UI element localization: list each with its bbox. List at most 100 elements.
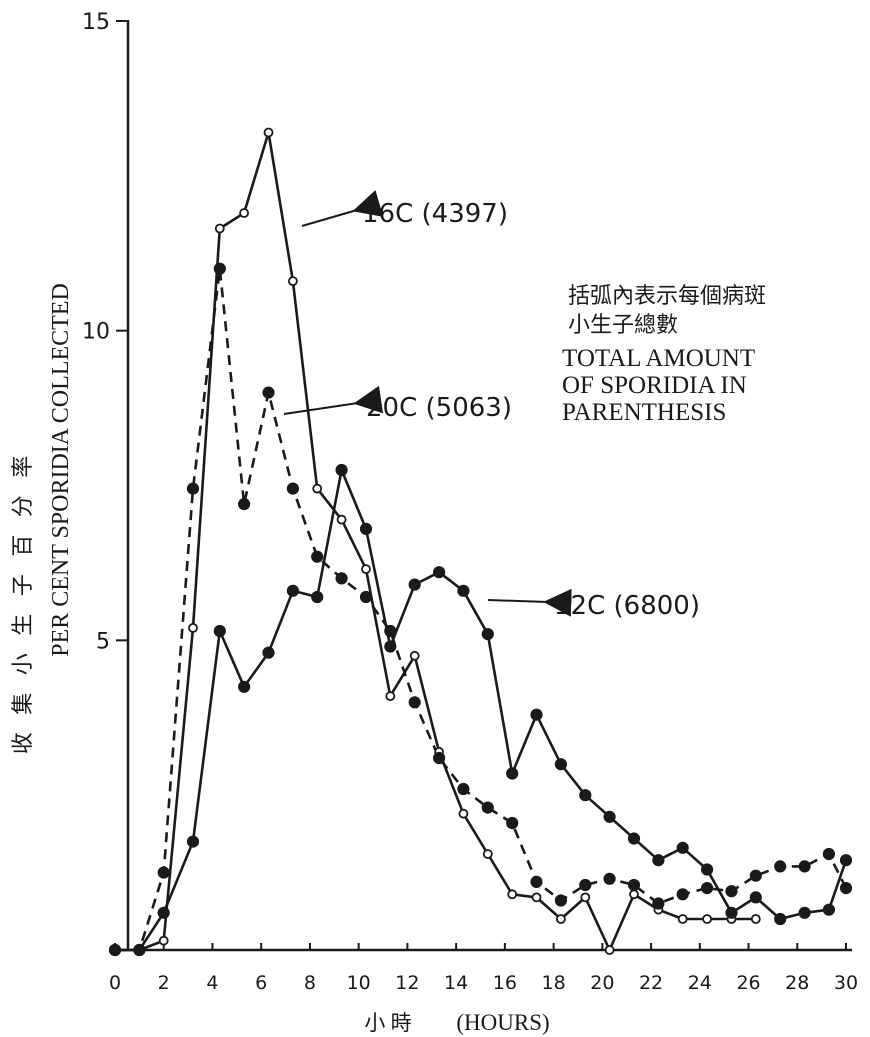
x-tick-label: 12 [395, 972, 419, 994]
data-point [839, 854, 853, 867]
data-point [359, 590, 373, 604]
data-point [798, 906, 811, 919]
arrow-20c [283, 385, 384, 415]
arrow-16c [301, 190, 384, 227]
data-point [506, 816, 519, 830]
data-point [652, 854, 665, 867]
x-tick-label: 6 [255, 972, 267, 994]
data-point [213, 624, 226, 638]
data-point [238, 497, 251, 511]
x-tick-label: 18 [542, 972, 566, 994]
data-point [186, 835, 200, 848]
data-point [361, 564, 371, 574]
data-point [554, 758, 568, 771]
data-point [676, 841, 689, 854]
label-20c: 20C (5063) [366, 393, 512, 423]
data-point [214, 223, 225, 234]
y-tick-label: 10 [82, 320, 110, 345]
series-line [115, 468, 848, 952]
note-line3: PARENTHESIS [562, 399, 726, 426]
data-point [531, 892, 542, 903]
data-point [408, 696, 421, 709]
data-point [700, 863, 714, 876]
x-tick-label: 20 [590, 972, 614, 994]
data-point [262, 386, 275, 399]
data-point [579, 789, 592, 802]
x-tick-label: 30 [834, 972, 858, 994]
note-cn-line2: 小生子總數 [568, 312, 678, 337]
data-point [359, 522, 373, 536]
data-point [677, 914, 688, 924]
data-point [725, 906, 738, 919]
data-point [627, 832, 641, 845]
data-point [457, 584, 470, 597]
series-layer [108, 127, 853, 957]
data-point [312, 483, 323, 494]
x-tick-label: 16 [493, 972, 517, 994]
x-tick-label: 26 [736, 972, 760, 994]
x-tick-label: 22 [639, 972, 663, 994]
data-point [603, 810, 616, 823]
data-point [457, 782, 470, 796]
x-axis-label-cn: 小 時 [364, 1011, 411, 1035]
data-point [311, 550, 324, 563]
arrow-12c [487, 588, 572, 617]
note-line1: TOTAL AMOUNT [562, 345, 755, 372]
y-tick-label: 5 [96, 629, 110, 654]
data-point [774, 860, 787, 873]
y-ticks: 5 10 15 [82, 10, 128, 654]
x-tick-label: 10 [347, 972, 371, 994]
x-tick-label: 24 [688, 972, 712, 994]
data-point [579, 878, 592, 892]
y-tick-label: 15 [82, 10, 110, 35]
x-tick-label: 0 [109, 972, 121, 994]
x-tick-label: 2 [158, 972, 170, 994]
data-point [702, 914, 712, 924]
data-point [556, 914, 566, 924]
data-point [554, 894, 568, 907]
data-point [239, 208, 250, 218]
label-12c: 12C (6800) [554, 591, 700, 621]
data-point [750, 914, 761, 924]
data-point [627, 878, 641, 892]
data-point [458, 808, 469, 819]
data-point [749, 891, 762, 904]
data-point [409, 650, 420, 661]
data-point [263, 127, 274, 138]
data-point [432, 751, 446, 765]
data-point [286, 482, 299, 495]
data-point [839, 881, 853, 895]
data-point [700, 881, 714, 895]
series-line [115, 131, 756, 952]
data-point [530, 875, 543, 889]
note-line2: OF SPORIDIA IN [562, 372, 747, 399]
data-point [676, 888, 689, 901]
data-point [384, 624, 397, 638]
data-point [384, 640, 397, 653]
data-point [481, 627, 494, 641]
data-point [157, 906, 170, 919]
y-axis-label-cn: 收 集 小 生 子 百 分 率 [10, 450, 35, 755]
data-point [798, 860, 811, 873]
data-point [213, 262, 226, 275]
data-point [335, 572, 348, 585]
data-point [188, 623, 198, 633]
data-point [603, 872, 616, 885]
data-point [580, 892, 591, 903]
data-point [385, 691, 396, 701]
data-point [287, 276, 298, 287]
data-point [629, 889, 639, 900]
data-point [506, 767, 519, 780]
x-tick-label: 14 [444, 972, 468, 994]
x-tick-label: 8 [304, 972, 316, 994]
data-point [157, 866, 170, 879]
data-point [286, 584, 299, 597]
data-point [408, 578, 421, 591]
x-ticks: 0 2 4 6 8 10 12 14 16 18 20 22 24 26 28 30 [109, 943, 858, 994]
data-point [432, 566, 446, 579]
data-point [604, 945, 615, 955]
data-point [725, 885, 738, 898]
data-point [652, 897, 665, 910]
data-point [335, 463, 348, 477]
